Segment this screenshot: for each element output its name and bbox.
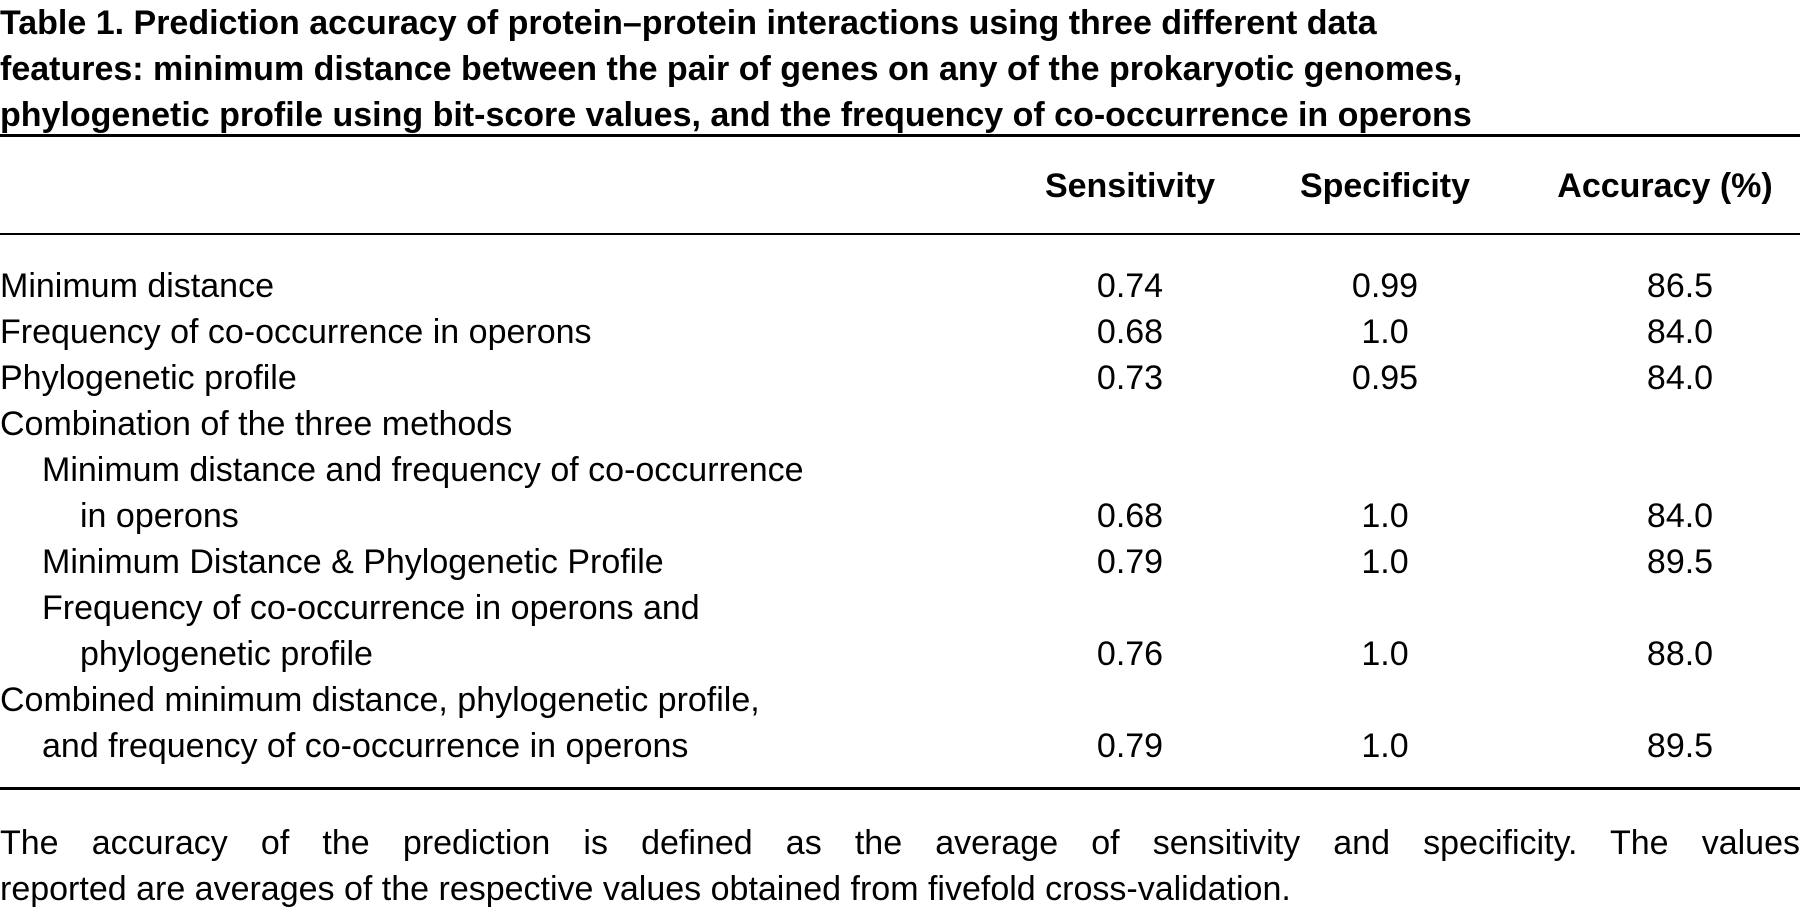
caption-line-2: features: minimum distance between the p…: [0, 50, 1463, 88]
cell-sensitivity: 0.79: [1096, 543, 1164, 581]
table-row: phylogenetic profile 0.76 1.0 88.0: [0, 631, 1800, 677]
cell-sensitivity: 0.68: [1096, 497, 1164, 535]
cell-sensitivity: 0.73: [1096, 359, 1164, 397]
cell-accuracy: 89.5: [1646, 543, 1714, 581]
table-footnote: The accuracy of the prediction is define…: [0, 820, 1800, 912]
row-label: in operons: [80, 497, 239, 535]
header-accuracy: Accuracy (%): [1557, 167, 1773, 205]
row-label: phylogenetic profile: [80, 635, 373, 673]
table-row: Frequency of co-occurrence in operons 0.…: [0, 309, 1800, 355]
table-row: Minimum distance 0.74 0.99 86.5: [0, 263, 1800, 309]
table-caption: Table 1. Prediction accuracy of protein–…: [0, 0, 1800, 138]
row-label: Frequency of co-occurrence in operons an…: [42, 589, 700, 627]
cell-accuracy: 84.0: [1646, 313, 1714, 351]
cell-specificity: 1.0: [1361, 543, 1409, 581]
caption-line-1: Table 1. Prediction accuracy of protein–…: [0, 4, 1377, 42]
table-row: and frequency of co-occurrence in operon…: [0, 723, 1800, 769]
cell-specificity: 0.99: [1351, 267, 1419, 305]
table-row: Frequency of co-occurrence in operons an…: [0, 585, 1800, 631]
cell-sensitivity: 0.74: [1096, 267, 1164, 305]
cell-sensitivity: 0.76: [1096, 635, 1164, 673]
table-row: in operons 0.68 1.0 84.0: [0, 493, 1800, 539]
row-label: Phylogenetic profile: [0, 359, 297, 397]
cell-accuracy: 88.0: [1646, 635, 1714, 673]
cell-accuracy: 86.5: [1646, 267, 1714, 305]
cell-accuracy: 84.0: [1646, 359, 1714, 397]
cell-specificity: 1.0: [1361, 497, 1409, 535]
caption-line-3: phylogenetic profile using bit-score val…: [0, 96, 1472, 134]
row-label: Minimum Distance & Phylogenetic Profile: [42, 543, 664, 581]
cell-specificity: 1.0: [1361, 313, 1409, 351]
row-label: Frequency of co-occurrence in operons: [0, 313, 592, 351]
cell-sensitivity: 0.79: [1096, 727, 1164, 765]
table-row: Minimum distance and frequency of co-occ…: [0, 447, 1800, 493]
cell-specificity: 1.0: [1361, 635, 1409, 673]
cell-specificity: 0.95: [1351, 359, 1419, 397]
footnote-line-2: reported are averages of the respective …: [0, 870, 1291, 908]
table-row: Combined minimum distance, phylogenetic …: [0, 677, 1800, 723]
table-row: Minimum Distance & Phylogenetic Profile …: [0, 539, 1800, 585]
cell-sensitivity: 0.68: [1096, 313, 1164, 351]
row-label: Minimum distance and frequency of co-occ…: [42, 451, 804, 489]
header-sensitivity: Sensitivity: [1044, 167, 1216, 205]
cell-specificity: 1.0: [1361, 727, 1409, 765]
bottom-rule: [0, 787, 1800, 790]
table-row: Phylogenetic profile 0.73 0.95 84.0: [0, 355, 1800, 401]
header-specificity: Specificity: [1299, 167, 1471, 205]
row-label: Combination of the three methods: [0, 405, 513, 443]
row-label: and frequency of co-occurrence in operon…: [42, 727, 689, 765]
row-label: Minimum distance: [0, 267, 274, 305]
table-row: Combination of the three methods: [0, 401, 1800, 447]
footnote-line-1: The accuracy of the prediction is define…: [0, 824, 1800, 862]
cell-accuracy: 84.0: [1646, 497, 1714, 535]
cell-accuracy: 89.5: [1646, 727, 1714, 765]
header-rule: [0, 233, 1800, 235]
top-rule: [0, 134, 1800, 137]
row-label: Combined minimum distance, phylogenetic …: [0, 681, 760, 719]
